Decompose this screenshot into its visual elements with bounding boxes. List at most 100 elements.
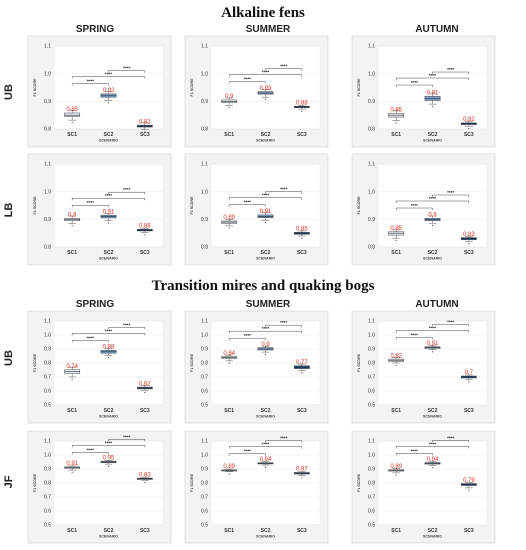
panel-alkaline-fens-ub-summer: 0.8 0.9 1.0 1.1 F1 SCORE 0.9 SC1 0.93 SC2 0.88 SC3…: [184, 35, 329, 148]
panel-transition-mires-and-quaking-bogs-jf-spring: 0.5 0.6 0.7 0.8 0.9 1.0 1.1 F1 SCORE 0.91 SC1 0.95…: [27, 430, 172, 544]
y-tick-label: 1.0: [368, 71, 375, 77]
panel-alkaline-fens-ub-spring: 0.8 0.9 1.0 1.1 F1 SCORE 0.85 SC1 0.92 SC2 0.81 SC…: [27, 35, 172, 148]
significance-bracket: [432, 324, 470, 327]
median-label: 0.85: [390, 226, 402, 232]
x-axis-label: SCENARIO: [256, 257, 275, 261]
significance-bracket: [395, 337, 433, 340]
x-tick-label: SC2: [428, 250, 438, 256]
y-axis-label: F1 SCORE: [190, 353, 194, 372]
y-tick-label: 1.0: [201, 71, 208, 77]
y-tick-label: 0.8: [368, 245, 375, 251]
outlier-point: [107, 465, 110, 467]
significance-label: ****: [87, 79, 94, 84]
significance-label: ****: [411, 80, 418, 85]
y-tick-label: 1.1: [44, 319, 51, 325]
significance-label: ****: [244, 77, 251, 82]
median-label: 0.9: [68, 212, 77, 218]
y-axis-label: F1 SCORE: [33, 353, 37, 372]
significance-label: ****: [244, 333, 251, 338]
season-label-autumn-2: AUTUMN: [415, 299, 458, 310]
y-tick-label: 1.0: [44, 333, 51, 339]
significance-bracket: [265, 191, 303, 194]
y-tick-label: 0.8: [368, 481, 375, 487]
significance-label: ****: [411, 203, 418, 208]
significance-bracket: [432, 71, 470, 75]
season-label-autumn: AUTUMN: [415, 24, 458, 35]
median-label: 0.88: [103, 345, 115, 351]
significance-bracket: [108, 70, 146, 73]
median-label: 0.83: [139, 472, 151, 478]
significance-bracket: [228, 81, 266, 84]
y-axis-label: F1 SCORE: [190, 473, 194, 492]
y-tick-label: 0.8: [44, 245, 51, 251]
median-label: 0.89: [390, 464, 402, 470]
season-label-spring: SPRING: [76, 24, 115, 35]
median-label: 0.88: [296, 101, 308, 107]
x-tick-label: SC1: [67, 408, 77, 414]
significance-label: ****: [105, 328, 112, 333]
x-tick-label: SC2: [261, 528, 271, 534]
panel-transition-mires-and-quaking-bogs-jf-autumn: 0.5 0.6 0.7 0.8 0.9 1.0 1.1 F1 SCORE 0.89 SC1 0.94…: [351, 430, 496, 544]
significance-bracket: [432, 194, 470, 198]
outlier-point: [301, 110, 303, 112]
significance-label: ****: [244, 449, 251, 454]
section-title-alkaline-fens: Alkaline fens: [221, 5, 305, 21]
median-label: 0.91: [66, 461, 78, 467]
y-tick-label: 0.9: [44, 467, 51, 473]
panel-transition-mires-and-quaking-bogs-ub-autumn: 0.5 0.6 0.7 0.8 0.9 1.0 1.1 F1 SCORE 0.82 SC1 0.91…: [351, 310, 496, 424]
outlier-point: [144, 131, 146, 133]
significance-bracket: [71, 333, 146, 336]
outlier-point: [228, 473, 230, 475]
y-tick-label: 0.5: [201, 523, 208, 529]
median-label: 0.84: [223, 351, 235, 357]
significance-label: ****: [429, 441, 436, 446]
y-tick-label: 0.6: [368, 509, 375, 515]
outlier-point: [301, 372, 303, 374]
y-tick-label: 1.1: [368, 319, 375, 325]
x-tick-label: SC1: [224, 132, 234, 138]
season-label-summer-2: SUMMER: [246, 299, 291, 310]
median-label: 0.9: [225, 94, 234, 100]
outlier-point: [395, 239, 397, 241]
median-label: 0.82: [390, 353, 402, 359]
median-label: 0.94: [427, 457, 439, 463]
y-tick-label: 0.7: [44, 495, 51, 501]
x-tick-label: SC3: [140, 132, 150, 138]
y-axis-label: F1 SCORE: [357, 78, 361, 97]
y-tick-label: 1.1: [368, 162, 375, 168]
outlier-point: [431, 105, 434, 107]
y-tick-label: 0.7: [201, 495, 208, 501]
significance-bracket: [395, 200, 470, 204]
x-tick-label: SC1: [391, 132, 401, 138]
y-tick-label: 0.8: [368, 127, 375, 133]
x-tick-label: SC3: [464, 528, 474, 534]
median-label: 0.74: [66, 364, 78, 370]
y-tick-label: 0.8: [201, 481, 208, 487]
panel-transition-mires-and-quaking-bogs-ub-spring: 0.5 0.6 0.7 0.8 0.9 1.0 1.1 F1 SCORE 0.74 SC1 0.88…: [27, 310, 172, 424]
significance-bracket: [71, 205, 109, 208]
significance-label: ****: [262, 70, 269, 75]
outlier-point: [264, 98, 267, 100]
y-tick-label: 0.5: [201, 403, 208, 409]
y-tick-label: 0.6: [44, 389, 51, 395]
significance-bracket: [228, 453, 266, 456]
figure-titles: Alkaline fens Transition mires and quaki…: [3, 5, 459, 488]
y-tick-label: 1.1: [201, 44, 208, 50]
x-tick-label: SC1: [391, 250, 401, 256]
significance-bracket: [395, 84, 433, 88]
significance-label: ****: [123, 66, 130, 71]
median-label: 0.82: [463, 117, 475, 123]
significance-bracket: [71, 340, 109, 343]
median-label: 0.92: [103, 88, 115, 94]
outlier-point: [301, 237, 303, 239]
y-tick-label: 0.9: [368, 99, 375, 105]
significance-bracket: [395, 453, 433, 456]
x-axis-label: SCENARIO: [423, 257, 442, 261]
x-axis-label: SCENARIO: [256, 139, 275, 143]
y-tick-label: 1.0: [44, 453, 51, 459]
outlier-point: [264, 466, 267, 468]
median-label: 0.94: [260, 457, 272, 463]
y-tick-label: 0.8: [201, 127, 208, 133]
median-label: 0.81: [139, 119, 151, 125]
outlier-point: [468, 127, 470, 130]
